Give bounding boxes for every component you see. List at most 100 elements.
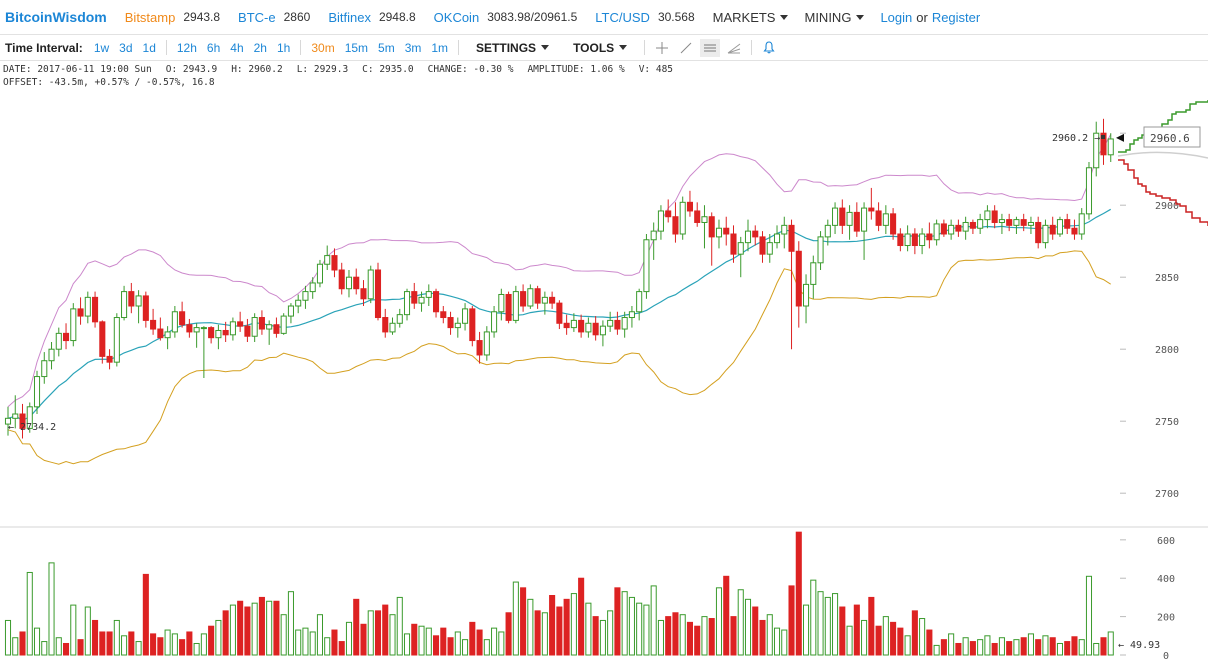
candle-body	[853, 211, 860, 232]
market-ticker[interactable]: OKCoin 3083.98/20961.5	[434, 10, 578, 25]
candle-body	[258, 317, 265, 330]
market-ticker[interactable]: BTC-e 2860	[238, 10, 310, 25]
market-price: 3083.98/20961.5	[487, 10, 578, 24]
volume-bar	[4, 619, 12, 656]
candle-body	[1107, 138, 1114, 156]
interval-15m[interactable]: 15m	[344, 40, 369, 55]
candle-body	[904, 233, 911, 247]
interval-1w[interactable]: 1w	[93, 40, 110, 55]
last-price-pointer	[1116, 133, 1124, 142]
market-ticker[interactable]: LTC/USD 30.568	[595, 10, 694, 25]
candle-body	[919, 233, 926, 247]
interval-4h[interactable]: 4h	[230, 40, 244, 55]
depth-midline	[1117, 151, 1208, 159]
candle-body	[512, 291, 519, 321]
volume-bar	[244, 606, 251, 656]
candle-body	[1064, 219, 1071, 229]
volume-bar	[345, 621, 353, 656]
market-ticker[interactable]: Bitfinex 2948.8	[328, 10, 415, 25]
candle-body	[781, 224, 788, 235]
candle-body	[846, 211, 853, 226]
market-name: BTC-e	[238, 9, 276, 25]
volume-bar	[607, 610, 614, 656]
bell-icon[interactable]	[759, 39, 779, 57]
candle-body	[773, 233, 781, 244]
candle-body	[788, 224, 795, 252]
horizontal-lines-tool-icon[interactable]	[700, 38, 721, 57]
volume-bar	[309, 631, 316, 656]
site-logo[interactable]: BitcoinWisdom	[5, 9, 107, 25]
volume-bar	[549, 595, 556, 656]
settings-menu[interactable]: SETTINGS	[476, 40, 550, 55]
interval-3d[interactable]: 3d	[119, 40, 133, 55]
candle-body	[324, 255, 331, 265]
volume-bar	[1042, 635, 1049, 656]
price-tick-label: 2800	[1155, 345, 1179, 356]
interval-1d[interactable]: 1d	[142, 40, 156, 55]
fib-tool-icon[interactable]	[724, 39, 744, 57]
high-marker	[1101, 135, 1105, 139]
chevron-down-icon	[856, 14, 865, 20]
chevron-down-icon	[619, 45, 628, 50]
candle-body	[940, 223, 947, 235]
candle-body	[708, 216, 715, 238]
tools-menu[interactable]: TOOLS	[573, 41, 628, 55]
ohlc-info-line: DATE: 2017-06-11 19:00 Sun O: 2943.9 H: 29…	[3, 64, 687, 77]
markets-menu[interactable]: MARKETS	[713, 10, 789, 25]
volume-bar	[868, 596, 875, 656]
volume-bar	[788, 585, 795, 656]
candle-body	[534, 288, 541, 304]
candle-body	[63, 332, 70, 342]
candle-body	[737, 242, 744, 255]
volume-bar	[991, 642, 998, 656]
volume-bar	[1078, 639, 1085, 656]
candle-body	[287, 305, 294, 317]
candle-body	[578, 319, 585, 333]
candle-body	[12, 413, 19, 419]
register-link[interactable]: Register	[931, 9, 981, 25]
crosshair-tool-icon[interactable]	[652, 39, 672, 57]
volume-bar	[186, 631, 193, 656]
volume-bar	[440, 627, 447, 656]
candle-body	[868, 207, 875, 212]
login-link[interactable]: Login	[880, 9, 913, 25]
market-ticker[interactable]: Bitstamp 2943.8	[125, 10, 220, 25]
interval-6h[interactable]: 6h	[206, 40, 221, 55]
volume-bar	[142, 573, 149, 656]
interval-2h[interactable]: 2h	[253, 40, 267, 55]
candle-body	[440, 311, 447, 319]
market-name: Bitfinex	[328, 9, 371, 25]
volume-bar	[882, 616, 889, 656]
volume-bar	[1107, 631, 1114, 656]
candle-body	[955, 224, 962, 232]
volume-bar	[686, 621, 694, 656]
line-tool-icon[interactable]	[676, 39, 696, 57]
volume-bar	[476, 629, 483, 656]
volume-bar	[534, 610, 541, 656]
candle-body	[563, 322, 570, 329]
candle-body	[795, 250, 802, 307]
interval-3m[interactable]: 3m	[404, 40, 422, 55]
volume-bar	[26, 571, 33, 656]
chevron-down-icon	[780, 14, 789, 20]
mining-menu[interactable]: MINING	[804, 10, 865, 25]
candle-body	[948, 224, 955, 235]
volume-bar	[527, 598, 534, 656]
interval-12h[interactable]: 12h	[176, 40, 197, 55]
candle-body	[679, 201, 686, 235]
volume-bar	[84, 606, 91, 656]
volume-bar	[839, 606, 846, 656]
interval-5m[interactable]: 5m	[378, 40, 395, 55]
volume-bar	[229, 604, 236, 656]
settings-menu-label: SETTINGS	[476, 40, 537, 55]
volume-bar	[48, 562, 55, 656]
volume-bar	[969, 641, 976, 656]
interval-1h[interactable]: 1h	[276, 40, 291, 55]
interval-30m[interactable]: 30m	[311, 40, 335, 55]
volume-bar	[324, 637, 331, 656]
candle-body	[839, 207, 846, 226]
candle-body	[4, 417, 12, 425]
interval-1m[interactable]: 1m	[431, 40, 449, 55]
candle-body	[208, 327, 215, 339]
